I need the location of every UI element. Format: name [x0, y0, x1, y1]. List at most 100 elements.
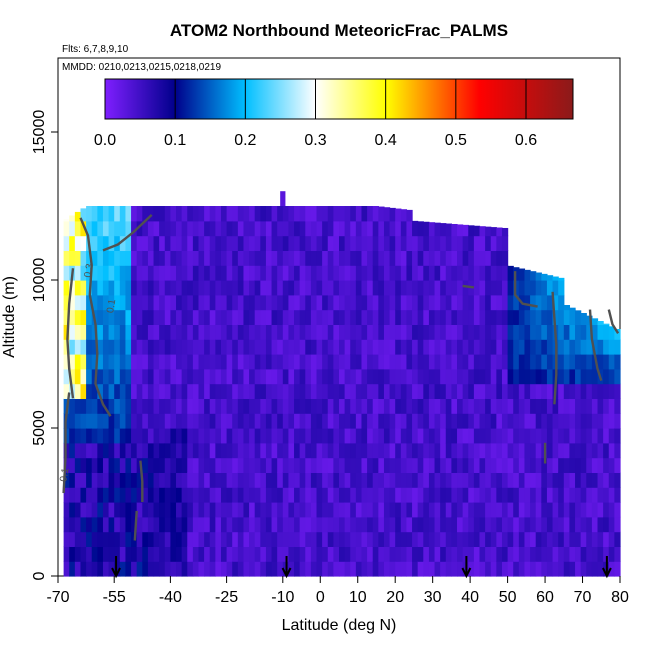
heatmap-cell: [608, 398, 615, 414]
heatmap-cell: [535, 398, 542, 414]
heatmap-cell: [69, 339, 76, 355]
heatmap-cell: [153, 354, 160, 370]
heatmap-cell: [389, 457, 396, 473]
heatmap-cell: [187, 546, 194, 562]
x-tick-label: 80: [611, 589, 629, 606]
heatmap-cell: [395, 220, 402, 237]
heatmap-cell: [535, 561, 542, 577]
x-tick-label: -25: [215, 589, 238, 606]
heatmap-cell: [147, 220, 155, 237]
heatmap-cell: [243, 561, 250, 577]
heatmap-cell: [367, 472, 374, 488]
heatmap-cell: [322, 235, 329, 251]
heatmap-cell: [198, 235, 205, 251]
heatmap-cell: [535, 354, 542, 370]
heatmap-cell: [591, 531, 599, 547]
y-tick-label: 0: [31, 571, 48, 580]
heatmap-cell: [395, 354, 402, 370]
heatmap-cell: [383, 413, 391, 429]
heatmap-cell: [80, 472, 87, 488]
heatmap-cell: [119, 294, 127, 311]
heatmap-cell: [457, 398, 464, 414]
heatmap-cell: [575, 368, 582, 385]
heatmap-cell: [468, 265, 475, 281]
heatmap-cell: [445, 354, 452, 370]
heatmap-cell: [372, 472, 379, 488]
heatmap-cell: [153, 324, 160, 340]
heatmap-cell: [501, 265, 509, 281]
heatmap-cell: [428, 428, 436, 444]
heatmap-cell: [215, 561, 222, 577]
heatmap-cell: [603, 383, 610, 399]
heatmap-cell: [164, 531, 171, 547]
heatmap-cell: [176, 472, 183, 488]
heatmap-cell: [187, 531, 194, 547]
heatmap-cell: [558, 472, 565, 488]
heatmap-cell: [569, 309, 576, 325]
heatmap-cell: [468, 383, 475, 399]
heatmap-cell: [580, 531, 587, 547]
heatmap-cell: [170, 502, 177, 518]
heatmap-cell: [260, 502, 267, 518]
heatmap-cell: [479, 561, 486, 577]
heatmap-cell: [355, 502, 363, 518]
heatmap-cell: [333, 561, 340, 577]
heatmap-cell: [237, 442, 245, 459]
heatmap-cell: [558, 413, 565, 429]
heatmap-cell: [614, 383, 621, 399]
heatmap-cell: [434, 546, 441, 562]
dates-subtitle: MMDD: 0210,0213,0215,0218,0219: [62, 62, 221, 73]
heatmap-cell: [344, 531, 351, 547]
heatmap-cell: [97, 457, 104, 473]
heatmap-cell: [457, 235, 464, 251]
heatmap-cell: [597, 428, 604, 444]
heatmap-cell: [524, 269, 531, 281]
heatmap-cell: [485, 324, 492, 340]
heatmap-cell: [271, 339, 278, 355]
heatmap-cell: [412, 368, 419, 385]
heatmap-cell: [260, 206, 267, 222]
heatmap-cell: [428, 339, 436, 355]
heatmap-cell: [327, 531, 334, 547]
heatmap-cell: [102, 442, 110, 459]
heatmap-cell: [468, 487, 475, 503]
heatmap-cell: [541, 383, 548, 399]
heatmap-cell: [69, 250, 76, 266]
colorbar-ticks: 0.0 0.1 0.2 0.3 0.4 0.5 0.6: [94, 79, 537, 149]
heatmap-cell: [108, 472, 115, 488]
heatmap-cell: [485, 546, 492, 562]
heatmap-cell: [344, 339, 351, 355]
heatmap-cell: [153, 235, 160, 251]
heatmap-cell: [80, 487, 87, 503]
heatmap-cell: [220, 413, 228, 429]
heatmap-cell: [142, 250, 149, 266]
heatmap-cell: [400, 428, 408, 444]
heatmap-cell: [209, 383, 216, 399]
heatmap-cell: [215, 324, 222, 340]
heatmap-cell: [108, 220, 115, 237]
heatmap-cell: [192, 472, 200, 488]
heatmap-cell: [428, 265, 436, 281]
heatmap-cell: [310, 309, 318, 325]
heatmap-cell: [97, 294, 104, 311]
heatmap-cell: [119, 280, 127, 296]
heatmap-cell: [513, 354, 520, 370]
heatmap-cell: [164, 280, 171, 296]
heatmap-cell: [125, 324, 132, 340]
heatmap-cell: [316, 502, 323, 518]
heatmap-cell: [580, 398, 587, 414]
heatmap-cell: [541, 546, 548, 562]
heatmap-cell: [569, 502, 576, 518]
heatmap-cell: [344, 220, 351, 237]
heatmap-cell: [271, 516, 278, 533]
heatmap-cell: [176, 235, 183, 251]
heatmap-cell: [496, 309, 503, 325]
heatmap-cell: [490, 531, 497, 547]
heatmap-cell: [355, 280, 363, 296]
flight-marker-arrowhead: [601, 567, 612, 579]
heatmap-cell: [322, 516, 329, 533]
heatmap-cell: [501, 324, 509, 340]
heatmap-cell: [310, 206, 318, 222]
heatmap-cell: [63, 280, 70, 296]
heatmap-cell: [322, 472, 329, 488]
